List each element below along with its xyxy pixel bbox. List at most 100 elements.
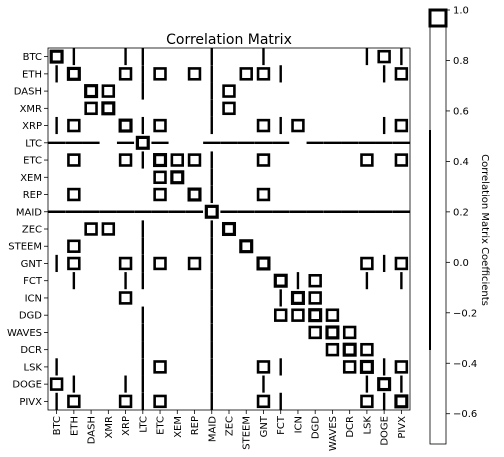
heatmap-cell bbox=[358, 220, 376, 238]
heatmap-cell bbox=[99, 48, 117, 66]
high-correlation-mark bbox=[377, 377, 392, 392]
heatmap-cell bbox=[254, 82, 273, 100]
high-correlation-mark bbox=[239, 239, 254, 254]
high-correlation-mark bbox=[291, 308, 305, 322]
heatmap-cell bbox=[65, 289, 83, 307]
heatmap-cell bbox=[134, 185, 152, 204]
row-tick-label: DGD bbox=[19, 311, 42, 322]
heatmap-cell bbox=[323, 168, 342, 186]
colorbar: 1.0 0.8 0.6 0.4 0.2 0.0 −0.2 −0.4 −0.6 bbox=[428, 6, 477, 445]
high-correlation-mark bbox=[308, 308, 323, 323]
heatmap-cell bbox=[358, 65, 376, 83]
heatmap-cell bbox=[237, 254, 255, 273]
high-correlation-mark bbox=[153, 118, 167, 133]
high-correlation-mark bbox=[394, 153, 409, 167]
heatmap-cell bbox=[272, 323, 290, 342]
heatmap-cell bbox=[99, 306, 117, 324]
heatmap-cell bbox=[116, 237, 135, 255]
column-tick-label: XRP bbox=[121, 416, 132, 436]
heatmap-cell bbox=[237, 82, 255, 100]
heatmap-cell bbox=[289, 82, 307, 100]
high-correlation-mark bbox=[170, 170, 185, 185]
high-correlation-mark bbox=[256, 67, 271, 81]
row-tick-label: ZEC bbox=[22, 225, 42, 236]
heatmap-cell bbox=[220, 151, 238, 169]
colorbar-label: Correlation Matrix Coefficients bbox=[479, 154, 490, 306]
heatmap-cell bbox=[289, 375, 307, 393]
heatmap-cell bbox=[220, 116, 238, 135]
heatmap-cell bbox=[65, 99, 83, 117]
column-tick-label: BTC bbox=[52, 416, 63, 435]
heatmap-cell bbox=[392, 341, 410, 359]
heatmap-cell bbox=[323, 65, 342, 83]
heatmap-cell bbox=[116, 341, 135, 359]
heatmap-cell bbox=[185, 341, 204, 359]
heatmap-cell bbox=[392, 306, 410, 324]
heatmap-cell bbox=[220, 185, 238, 204]
heatmap-cell bbox=[392, 323, 410, 342]
heatmap-cell bbox=[237, 306, 255, 324]
heatmap-cell bbox=[99, 237, 117, 255]
heatmap-cell bbox=[116, 358, 135, 376]
heatmap-cell bbox=[82, 116, 100, 135]
column-tick-label: DASH bbox=[87, 416, 98, 444]
heatmap-cell bbox=[168, 306, 186, 324]
heatmap-cell bbox=[272, 254, 290, 273]
heatmap-cell bbox=[306, 168, 324, 186]
heatmap-cell bbox=[375, 323, 393, 342]
heatmap-cell bbox=[151, 48, 169, 66]
heatmap-cell bbox=[99, 289, 117, 307]
heatmap-cell bbox=[82, 151, 100, 169]
colorbar-tick-label: −0.6 bbox=[453, 409, 477, 420]
heatmap-cell bbox=[237, 289, 255, 307]
heatmap-cell bbox=[392, 168, 410, 186]
heatmap-cell bbox=[220, 392, 238, 410]
column-labels: BTC ETH DASH XMR XRP LTC ETC XEM REP MAID ZEC STEEM… bbox=[52, 410, 408, 451]
high-correlation-mark bbox=[84, 222, 98, 236]
heatmap-cell bbox=[341, 82, 359, 100]
heatmap-cell bbox=[375, 289, 393, 307]
heatmap-cell bbox=[392, 82, 410, 100]
column-tick-label: XMR bbox=[104, 416, 115, 438]
heatmap-cell bbox=[306, 220, 324, 238]
heatmap-cell bbox=[220, 168, 238, 186]
colorbar-tick-label: 0.6 bbox=[453, 106, 469, 117]
heatmap-cell bbox=[237, 341, 255, 359]
heatmap-cell bbox=[254, 272, 273, 290]
high-correlation-mark bbox=[67, 187, 81, 202]
colorbar-tick-label: 1.0 bbox=[453, 6, 469, 17]
heatmap-cell bbox=[358, 323, 376, 342]
column-tick-label: REP bbox=[190, 416, 201, 435]
heatmap-cell bbox=[220, 323, 238, 342]
heatmap-cell bbox=[289, 99, 307, 117]
heatmap-cell bbox=[272, 237, 290, 255]
high-correlation-mark bbox=[360, 256, 374, 271]
heatmap-cell bbox=[151, 341, 169, 359]
heatmap-cell bbox=[168, 99, 186, 117]
row-tick-label: DCR bbox=[20, 345, 42, 356]
high-correlation-mark bbox=[153, 360, 167, 374]
heatmap-cell bbox=[341, 306, 359, 324]
heatmap-cell bbox=[168, 341, 186, 359]
heatmap-cell bbox=[65, 220, 83, 238]
heatmap-cell bbox=[151, 289, 169, 307]
row-tick-label: STEEM bbox=[8, 242, 42, 253]
heatmap-cell bbox=[116, 306, 135, 324]
heatmap-cell bbox=[99, 185, 117, 204]
high-correlation-mark bbox=[256, 118, 271, 133]
heatmap-cell bbox=[341, 116, 359, 135]
heatmap-cell bbox=[289, 254, 307, 273]
row-tick-label: DASH bbox=[14, 87, 42, 98]
heatmap-cell bbox=[185, 306, 204, 324]
heatmap-cell bbox=[392, 289, 410, 307]
heatmap-cell bbox=[168, 289, 186, 307]
heatmap-cell bbox=[82, 375, 100, 393]
heatmap-cell bbox=[289, 151, 307, 169]
column-tick-label: GNT bbox=[259, 415, 270, 437]
heatmap-cell bbox=[392, 237, 410, 255]
column-tick-label: WAVES bbox=[328, 416, 339, 451]
high-correlation-mark bbox=[239, 67, 253, 81]
heatmap-cell bbox=[48, 168, 66, 186]
heatmap-cell bbox=[392, 220, 410, 238]
heatmap-cell bbox=[185, 220, 204, 238]
